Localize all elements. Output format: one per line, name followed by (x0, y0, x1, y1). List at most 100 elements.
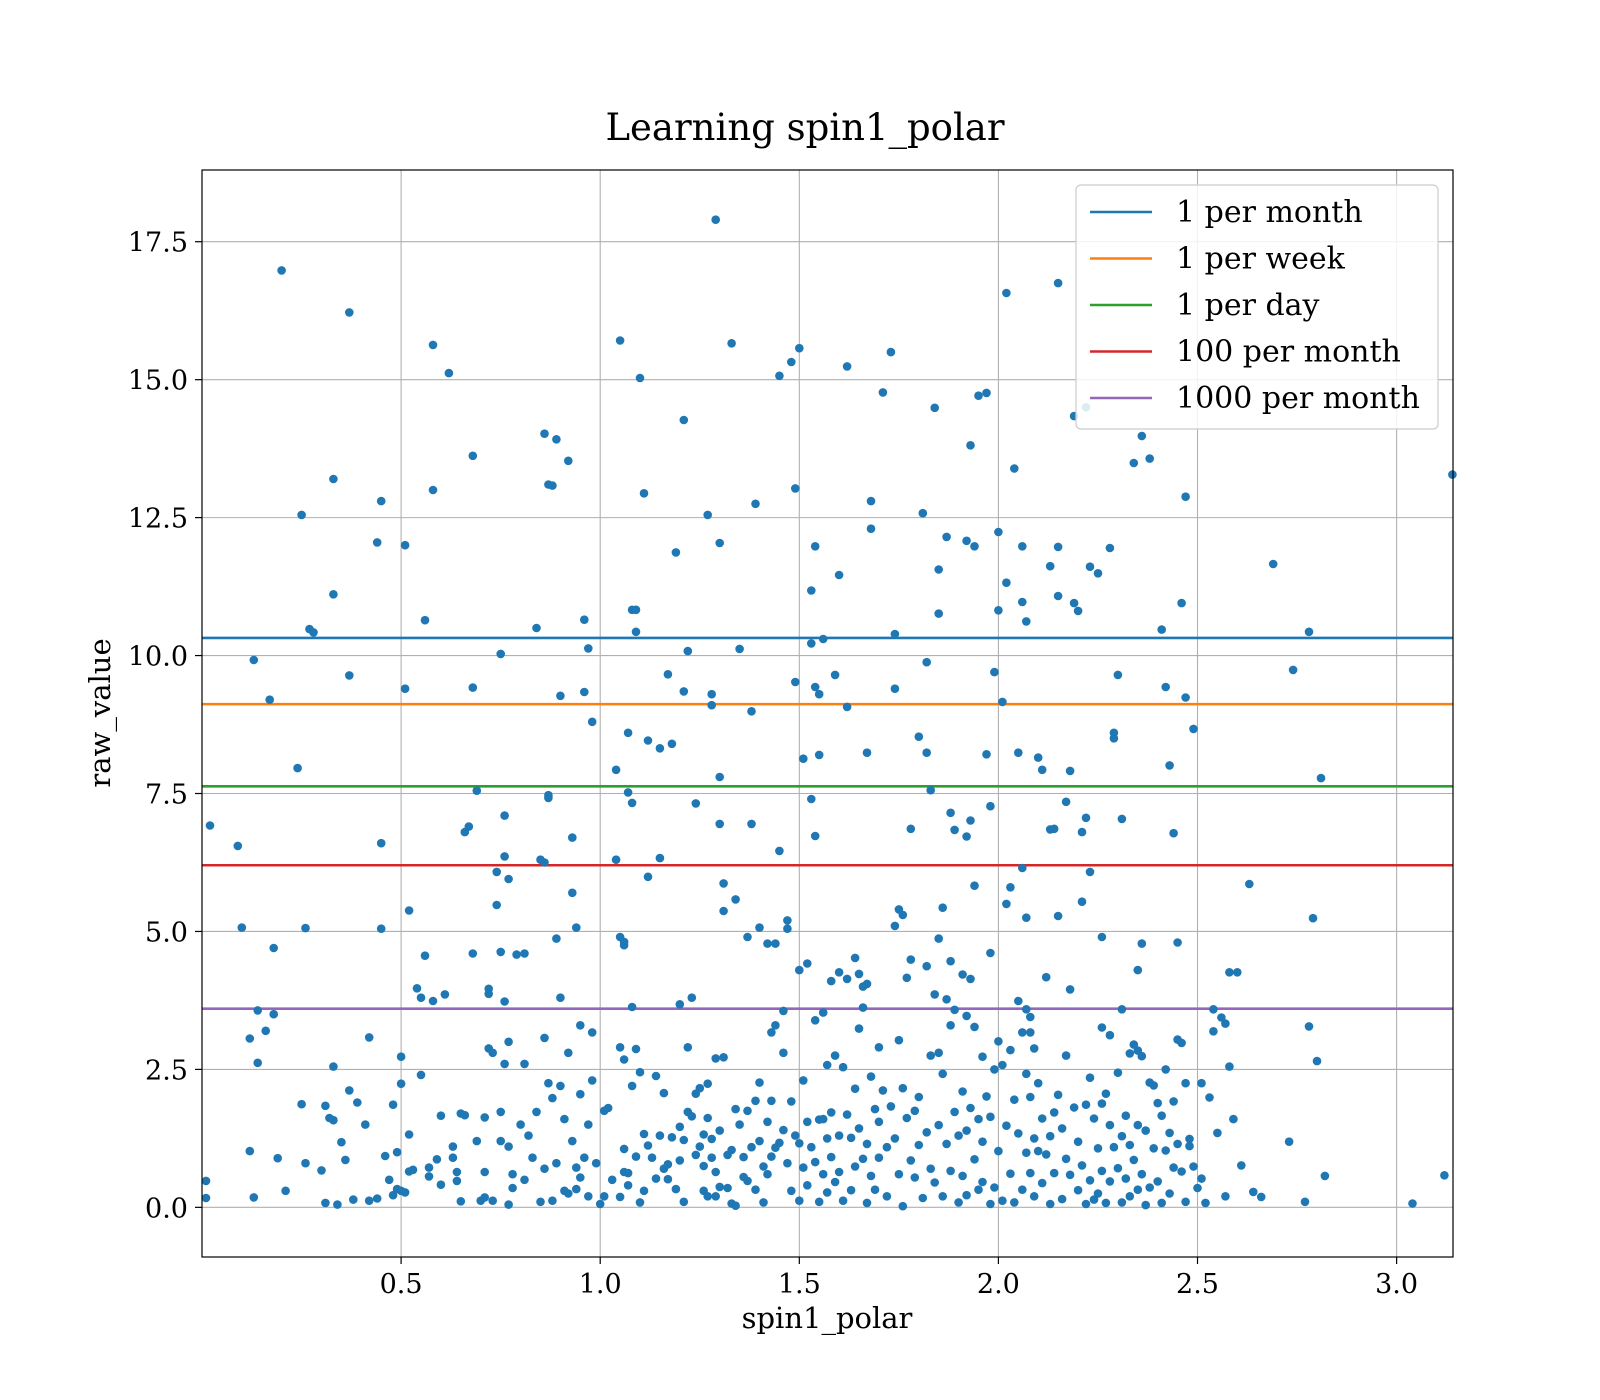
data-point (556, 1081, 565, 1091)
data-point (663, 1160, 673, 1169)
data-point (528, 1153, 537, 1162)
data-point (1085, 1176, 1095, 1185)
data-point (520, 949, 529, 958)
data-point (408, 1165, 418, 1175)
data-point (962, 1126, 971, 1135)
data-point (755, 1136, 764, 1146)
data-point (739, 1152, 748, 1162)
data-point (830, 1051, 840, 1060)
data-point (1161, 682, 1170, 692)
data-point (1077, 1161, 1087, 1170)
data-point (1320, 1171, 1330, 1181)
data-point (1125, 1192, 1135, 1201)
data-point (767, 1028, 776, 1037)
data-point (830, 1177, 840, 1187)
data-point (966, 1103, 975, 1113)
data-point (496, 1107, 506, 1117)
data-point (691, 799, 701, 808)
data-point (683, 1043, 693, 1052)
data-point (1089, 1114, 1099, 1123)
data-point (452, 1176, 462, 1186)
y-tick-label: 15.0 (128, 366, 188, 397)
data-point (1173, 938, 1182, 947)
data-point (934, 565, 943, 574)
data-point (906, 955, 916, 964)
data-point (807, 1142, 816, 1152)
data-point (743, 932, 752, 942)
data-point (440, 990, 450, 999)
data-point (1153, 1177, 1162, 1186)
data-point (436, 1180, 446, 1189)
data-point (643, 1141, 653, 1150)
chart-title: Learning spin1_polar (605, 106, 1004, 150)
data-point (1125, 1140, 1135, 1150)
data-point (926, 785, 935, 795)
data-point (1101, 1089, 1111, 1098)
data-point (1093, 569, 1103, 578)
data-point (679, 1197, 689, 1207)
data-point (1085, 562, 1095, 571)
data-point (1129, 1155, 1139, 1165)
data-point (623, 788, 633, 797)
data-point (396, 1079, 406, 1088)
data-point (619, 940, 629, 950)
data-point (1010, 1198, 1019, 1207)
data-point (1006, 1045, 1015, 1055)
data-point (361, 1120, 370, 1129)
data-point (1312, 1056, 1322, 1066)
data-point (818, 1169, 828, 1179)
data-point (388, 1190, 398, 1200)
data-point (966, 974, 975, 984)
data-point (930, 990, 939, 999)
data-point (715, 1126, 724, 1135)
data-points (201, 215, 1457, 1211)
data-point (986, 948, 995, 958)
data-point (703, 510, 712, 520)
x-axis-label: spin1_polar (742, 1301, 913, 1336)
data-point (862, 1198, 872, 1208)
data-point (1002, 578, 1011, 587)
data-point (743, 1106, 752, 1116)
data-point (587, 1028, 597, 1037)
data-point (791, 1131, 800, 1140)
data-point (1006, 883, 1015, 892)
data-point (962, 832, 971, 841)
data-point (763, 1117, 772, 1127)
data-point (432, 1155, 442, 1164)
data-point (858, 1003, 868, 1012)
data-point (878, 1086, 888, 1095)
data-point (201, 1193, 211, 1203)
data-point (998, 1060, 1007, 1070)
data-point (1268, 559, 1278, 569)
reference-lines (202, 636, 1453, 1011)
data-point (978, 1052, 987, 1061)
data-point (1177, 1038, 1186, 1048)
data-point (584, 644, 593, 653)
data-point (1093, 1144, 1103, 1153)
data-point (1181, 1197, 1190, 1207)
data-point (918, 508, 928, 518)
data-point (747, 1142, 756, 1152)
data-point (504, 1142, 513, 1151)
data-point (253, 1058, 262, 1068)
data-point (1121, 1174, 1131, 1183)
data-point (552, 435, 561, 444)
data-point (556, 691, 565, 701)
data-point (818, 1114, 828, 1124)
data-point (838, 1196, 848, 1205)
data-point (866, 1072, 876, 1081)
data-point (862, 1139, 872, 1149)
data-point (675, 1000, 685, 1009)
data-point (854, 969, 864, 979)
data-point (950, 825, 959, 835)
data-point (504, 1037, 513, 1047)
data-point (890, 1134, 900, 1143)
data-point (1002, 899, 1011, 909)
data-point (500, 1059, 509, 1069)
data-point (400, 540, 410, 550)
data-point (719, 906, 728, 916)
data-point (858, 1154, 868, 1164)
data-point (1022, 617, 1031, 626)
data-point (1117, 1198, 1127, 1207)
data-point (1137, 939, 1147, 948)
